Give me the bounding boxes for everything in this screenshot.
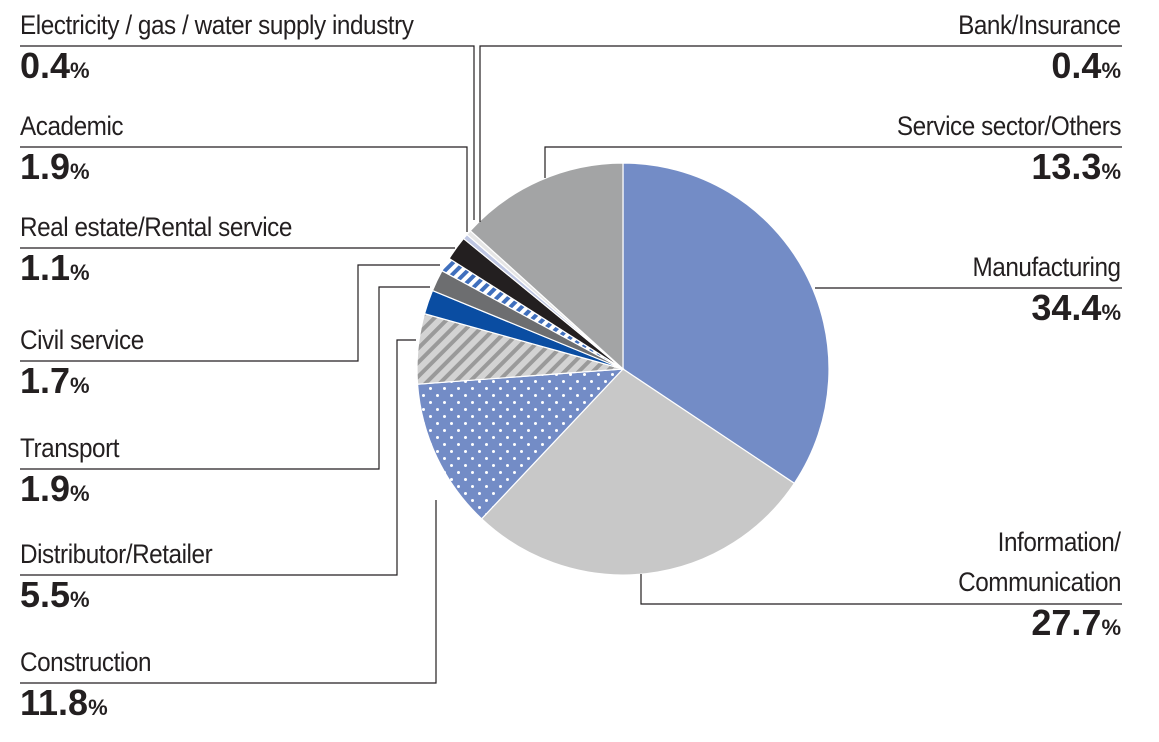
leader-line <box>20 339 416 576</box>
leader-line <box>20 45 475 220</box>
slice-name: Academic <box>20 111 124 141</box>
slice-name: Transport <box>20 433 120 463</box>
percent-unit: % <box>70 587 90 612</box>
percent-unit: % <box>70 159 90 184</box>
slice-label: Manufacturing 34.4% <box>956 252 1122 334</box>
leader-line <box>544 146 1122 178</box>
slice-value-number: 34.4 <box>1031 287 1102 328</box>
slice-value: 1.9% <box>20 471 130 515</box>
pie-slice <box>416 368 625 520</box>
slice-name: Electricity / gas / water supply industr… <box>20 10 414 40</box>
slice-value-number: 11.8 <box>20 682 89 723</box>
slice-name: Service sector/Others <box>896 111 1122 141</box>
percent-unit: % <box>1101 159 1121 184</box>
slice-name: Construction <box>20 647 152 677</box>
slice-label: Electricity / gas / water supply industr… <box>20 10 457 92</box>
slice-value-number: 0.4 <box>1051 45 1102 86</box>
slice-label: Distributor/Retailer 5.5% <box>20 539 234 621</box>
percent-unit: % <box>70 58 90 83</box>
percent-unit: % <box>70 373 90 398</box>
slice-value: 0.4% <box>20 48 457 92</box>
slice-name: Real estate/Rental service <box>20 212 292 242</box>
slice-value: 1.9% <box>20 149 135 193</box>
slice-value-number: 0.4 <box>20 45 71 86</box>
slice-value: 5.5% <box>20 577 234 621</box>
leader-line <box>20 286 430 470</box>
slice-value: 27.7% <box>940 605 1121 649</box>
slice-label: Real estate/Rental service 1.1% <box>20 212 322 294</box>
slice-label: Information/ Communication 27.7% <box>940 527 1121 649</box>
slice-value-number: 5.5 <box>20 574 71 615</box>
leader-line <box>479 45 1122 222</box>
leader-line <box>20 264 440 362</box>
percent-unit: % <box>88 695 108 720</box>
leader-line <box>640 574 1122 605</box>
percent-unit: % <box>1101 300 1121 325</box>
slice-name: Civil service <box>20 325 144 355</box>
slice-value: 13.3% <box>872 149 1121 193</box>
slice-name-line-1: Information/ <box>998 527 1121 557</box>
slice-name: Manufacturing <box>972 252 1122 282</box>
slice-name: Bank/Insurance <box>958 10 1121 40</box>
pie-slice <box>480 368 796 576</box>
slice-value: 11.8% <box>20 685 166 729</box>
leader-line <box>20 500 437 684</box>
slice-label: Civil service 1.7% <box>20 325 158 407</box>
leader-line <box>20 146 468 232</box>
percent-unit: % <box>70 481 90 506</box>
slice-value-number: 1.9 <box>20 468 71 509</box>
percent-unit: % <box>1101 615 1121 640</box>
slice-value-number: 1.9 <box>20 146 71 187</box>
slice-value: 34.4% <box>956 290 1121 334</box>
slice-name-line-2: Communication <box>958 567 1121 597</box>
slice-value-number: 13.3 <box>1031 146 1102 187</box>
slice-value: 0.4% <box>940 48 1121 92</box>
slice-value-number: 27.7 <box>1031 602 1102 643</box>
slice-label: Service sector/Others 13.3% <box>872 111 1122 193</box>
slice-label: Academic 1.9% <box>20 111 135 193</box>
percent-unit: % <box>70 260 90 285</box>
slice-value: 1.1% <box>20 250 322 294</box>
slice-value: 1.7% <box>20 363 158 407</box>
slice-label: Bank/Insurance 0.4% <box>940 10 1121 92</box>
percent-unit: % <box>1101 58 1121 83</box>
slice-value-number: 1.1 <box>20 247 71 288</box>
slice-value-number: 1.7 <box>20 360 71 401</box>
slice-label: Construction 11.8% <box>20 647 166 729</box>
slice-name: Distributor/Retailer <box>20 539 213 569</box>
slice-label: Transport 1.9% <box>20 433 130 515</box>
